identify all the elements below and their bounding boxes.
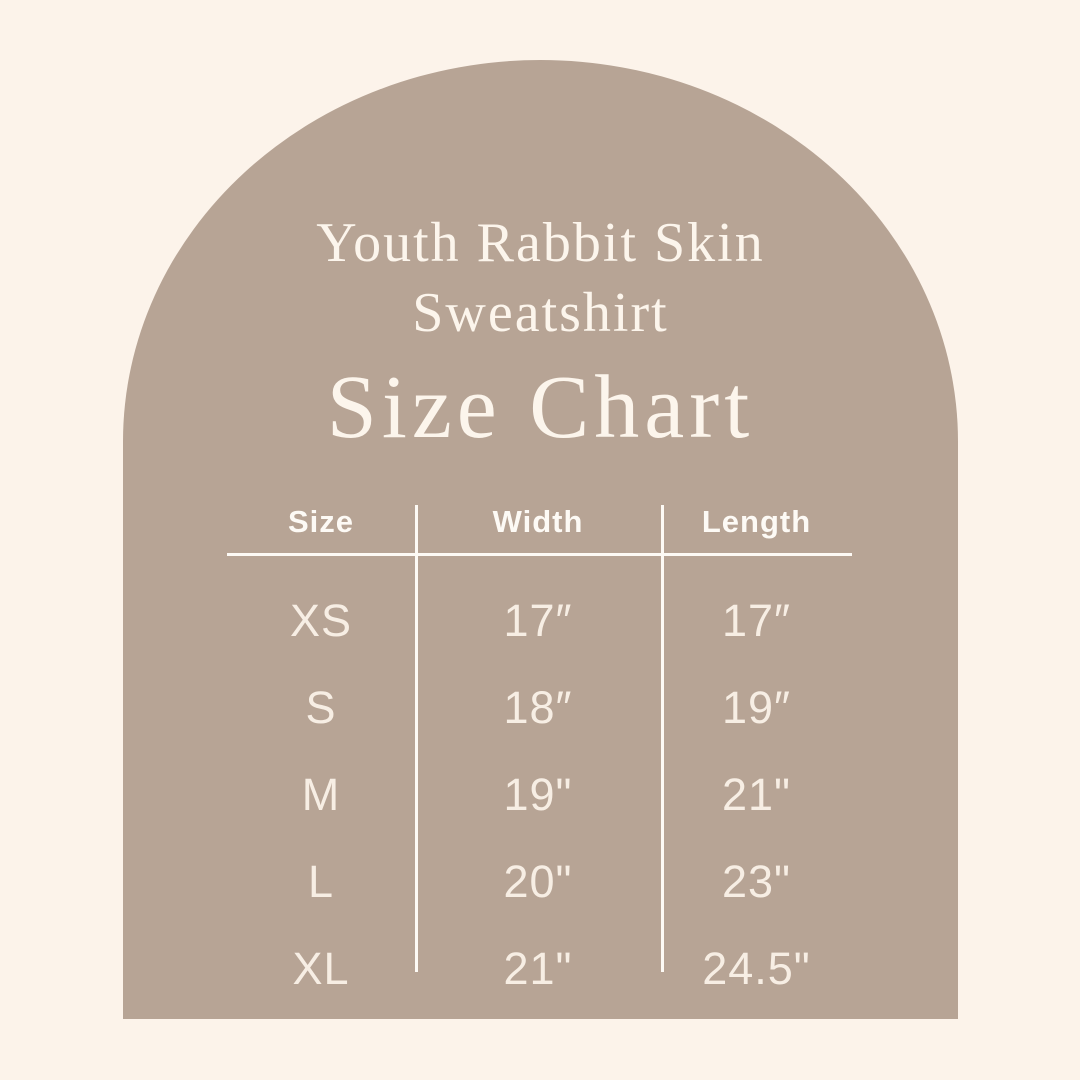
column-header-length: Length	[701, 504, 812, 539]
width-cell: 20"	[503, 855, 573, 907]
width-cell: 17″	[503, 594, 573, 646]
product-title-line2: Sweatshirt	[412, 282, 669, 344]
width-cell: 19"	[503, 768, 573, 820]
size-table: Size Width Length XS 17″ 17″ S 18″ 19″ M…	[227, 490, 852, 1012]
column-header-size: Size	[287, 504, 355, 539]
table-divider-vertical-1	[415, 505, 418, 972]
size-cell: XS	[289, 594, 353, 646]
width-cell: 18″	[503, 681, 573, 733]
size-cell: M	[301, 768, 341, 820]
size-chart-heading: Size Chart	[326, 358, 755, 457]
size-cell: XL	[292, 942, 350, 994]
arch-background: Youth Rabbit Skin Sweatshirt Size Chart …	[123, 60, 958, 1019]
product-title: Youth Rabbit Skin Sweatshirt	[123, 208, 958, 348]
size-cell: S	[305, 681, 337, 733]
table-header-rule	[227, 553, 852, 556]
table-divider-vertical-2	[661, 505, 664, 972]
column-header-width: Width	[492, 504, 584, 539]
width-cell: 21"	[503, 942, 573, 994]
size-cell: L	[307, 855, 335, 907]
length-cell: 21"	[721, 768, 792, 820]
length-cell: 19″	[722, 681, 791, 733]
length-cell: 17″	[722, 594, 791, 646]
product-title-line1: Youth Rabbit Skin	[316, 212, 765, 274]
length-cell: 23"	[721, 855, 792, 907]
length-cell: 24.5"	[702, 942, 811, 994]
